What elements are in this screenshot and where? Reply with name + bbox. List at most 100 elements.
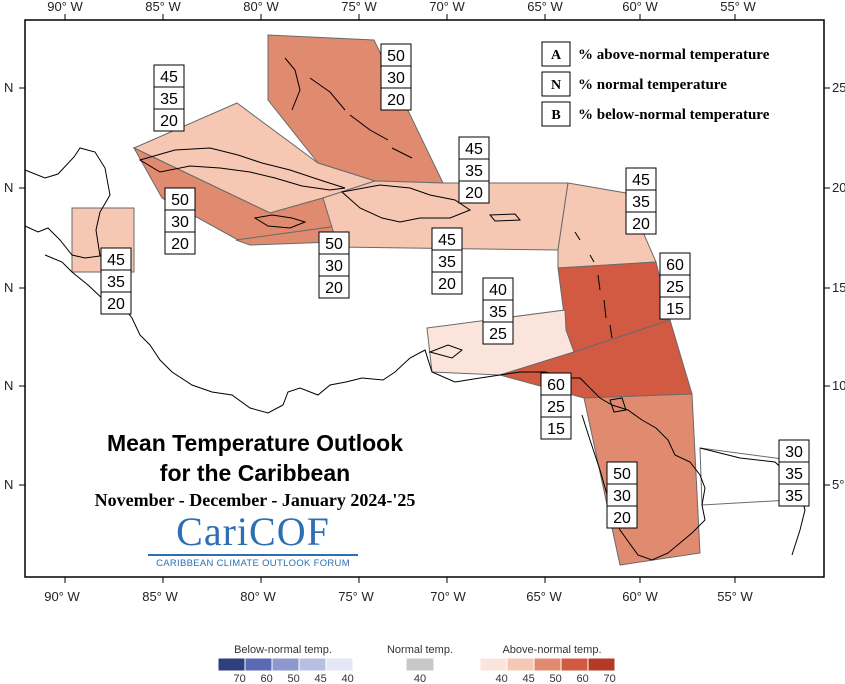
scale-swatch-below: [298, 657, 327, 672]
prob-box-cayman-south-cuba: 50 30 20: [164, 187, 196, 255]
probability-boxes: 50 30 20 45 35 20 50 30 20 45 35 20 50 30 20 45 35 20 45 35…: [100, 43, 810, 529]
lat-label-left: N: [4, 280, 13, 295]
prob-cell-below: [659, 296, 691, 320]
prob-value-below: 25: [489, 326, 507, 343]
color-scale: Below-normal temp. Normal temp. Above-no…: [217, 644, 616, 684]
prob-box-bahamas: 50 30 20: [380, 43, 412, 111]
scale-swatch-below: [271, 657, 300, 672]
logo-wordmark: CariCOF: [148, 510, 358, 556]
prob-box-guyana-suriname: 50 30 20: [606, 461, 638, 529]
prob-value-normal: 30: [387, 70, 405, 87]
prob-value-normal: 35: [438, 254, 456, 271]
prob-value-below: 20: [325, 280, 343, 297]
scale-swatch-below: [217, 657, 246, 672]
scale-tick-above: 45: [522, 673, 534, 684]
lat-label-right: 20: [832, 180, 845, 195]
scale-swatch-above: [533, 657, 562, 672]
lon-label-top: 65° W: [527, 0, 563, 14]
prob-value-below: 20: [465, 185, 483, 202]
key-legend: A % above-normal temperature N % normal …: [541, 41, 770, 127]
lon-label-top: 70° W: [429, 0, 465, 14]
prob-value-above: 45: [107, 252, 125, 269]
lon-label-bottom: 65° W: [526, 589, 562, 604]
prob-cell-below: [153, 108, 185, 132]
key-box-b: [541, 101, 571, 127]
lon-label-top: 55° W: [720, 0, 756, 14]
prob-value-above: 45: [632, 172, 650, 189]
prob-box-trinidad-barbados: 60 25 15: [540, 372, 572, 440]
latitude-ticks: [19, 87, 830, 486]
prob-cell-below: [606, 505, 638, 529]
scale-label-normal: Normal temp.: [387, 644, 453, 656]
lon-label-bottom: 60° W: [622, 589, 658, 604]
lat-label-left: N: [4, 180, 13, 195]
lat-label-right: 15: [832, 280, 845, 295]
lon-label-bottom: 90° W: [44, 589, 80, 604]
prob-cell-below: [431, 271, 463, 295]
prob-box-french-guiana: 30 35 35: [778, 439, 810, 507]
lon-label-bottom: 80° W: [240, 589, 276, 604]
scale-swatch-normal: [405, 657, 435, 672]
prob-value-above: 50: [613, 466, 631, 483]
prob-box-leeward-islands: 45 35 20: [625, 167, 657, 235]
prob-value-normal: 35: [632, 194, 650, 211]
scale-swatch-above: [506, 657, 535, 672]
prob-value-normal: 35: [107, 274, 125, 291]
lat-label-left: N: [4, 378, 13, 393]
map-title-line2: for the Caribbean: [159, 460, 351, 486]
prob-cell-below: [380, 87, 412, 111]
lon-label-top: 80° W: [243, 0, 279, 14]
prob-box-belize: 45 35 20: [100, 247, 132, 315]
scale-swatch-below: [244, 657, 273, 672]
map-title-line1: Mean Temperature Outlook: [106, 430, 404, 456]
prob-value-above: 45: [160, 69, 178, 86]
scale-swatch-above: [587, 657, 616, 672]
lat-label-right: 10: [832, 378, 845, 393]
scale-label-above: Above-normal temp.: [502, 644, 601, 656]
lon-label-top: 90° W: [47, 0, 83, 14]
prob-value-below: 15: [666, 301, 684, 318]
prob-value-normal: 30: [171, 214, 189, 231]
prob-value-above: 45: [465, 141, 483, 158]
prob-value-below: 20: [438, 276, 456, 293]
prob-value-below: 20: [160, 113, 178, 130]
scale-label-below: Below-normal temp.: [234, 644, 332, 656]
prob-value-normal: 30: [613, 488, 631, 505]
prob-box-hispaniola: 45 35 20: [431, 227, 463, 295]
prob-cell-below: [778, 483, 810, 507]
prob-box-abc-islands: 40 35 25: [482, 277, 514, 345]
scale-tick-above: 60: [576, 673, 588, 684]
prob-value-above: 60: [547, 377, 565, 394]
lat-label-right: 25: [832, 80, 845, 95]
prob-value-above: 30: [785, 444, 803, 461]
scale-tick-below: 40: [341, 673, 353, 684]
key-box-a: [541, 41, 571, 67]
scale-tick-below: 70: [233, 673, 245, 684]
key-desc-b: % below-normal temperature: [578, 107, 770, 123]
lat-label-left: N: [4, 477, 13, 492]
map-subtitle: November - December - January 2024-'25: [94, 490, 416, 510]
prob-cell-below: [164, 231, 196, 255]
lon-label-top: 60° W: [622, 0, 658, 14]
prob-value-normal: 25: [666, 279, 684, 296]
key-letter-n: N: [551, 78, 561, 93]
prob-value-normal: 25: [547, 399, 565, 416]
lon-label-bottom: 55° W: [717, 589, 753, 604]
scale-tick-below: 45: [314, 673, 326, 684]
key-desc-a: % above-normal temperature: [578, 47, 770, 63]
logo-tagline: CARIBBEAN CLIMATE OUTLOOK FORUM: [156, 558, 350, 569]
lon-label-top: 85° W: [145, 0, 181, 14]
lon-label-bottom: 70° W: [430, 589, 466, 604]
prob-value-below: 20: [613, 510, 631, 527]
prob-value-above: 40: [489, 282, 507, 299]
lon-label-top: 75° W: [341, 0, 377, 14]
prob-cell-below: [482, 321, 514, 345]
scale-tick-normal: 40: [414, 673, 426, 684]
prob-value-below: 20: [632, 216, 650, 233]
key-letter-b: B: [551, 108, 560, 123]
lat-label-right: 5°: [832, 477, 844, 492]
prob-cell-below: [540, 416, 572, 440]
prob-value-below: 15: [547, 421, 565, 438]
prob-box-windward-islands: 60 25 15: [659, 252, 691, 320]
